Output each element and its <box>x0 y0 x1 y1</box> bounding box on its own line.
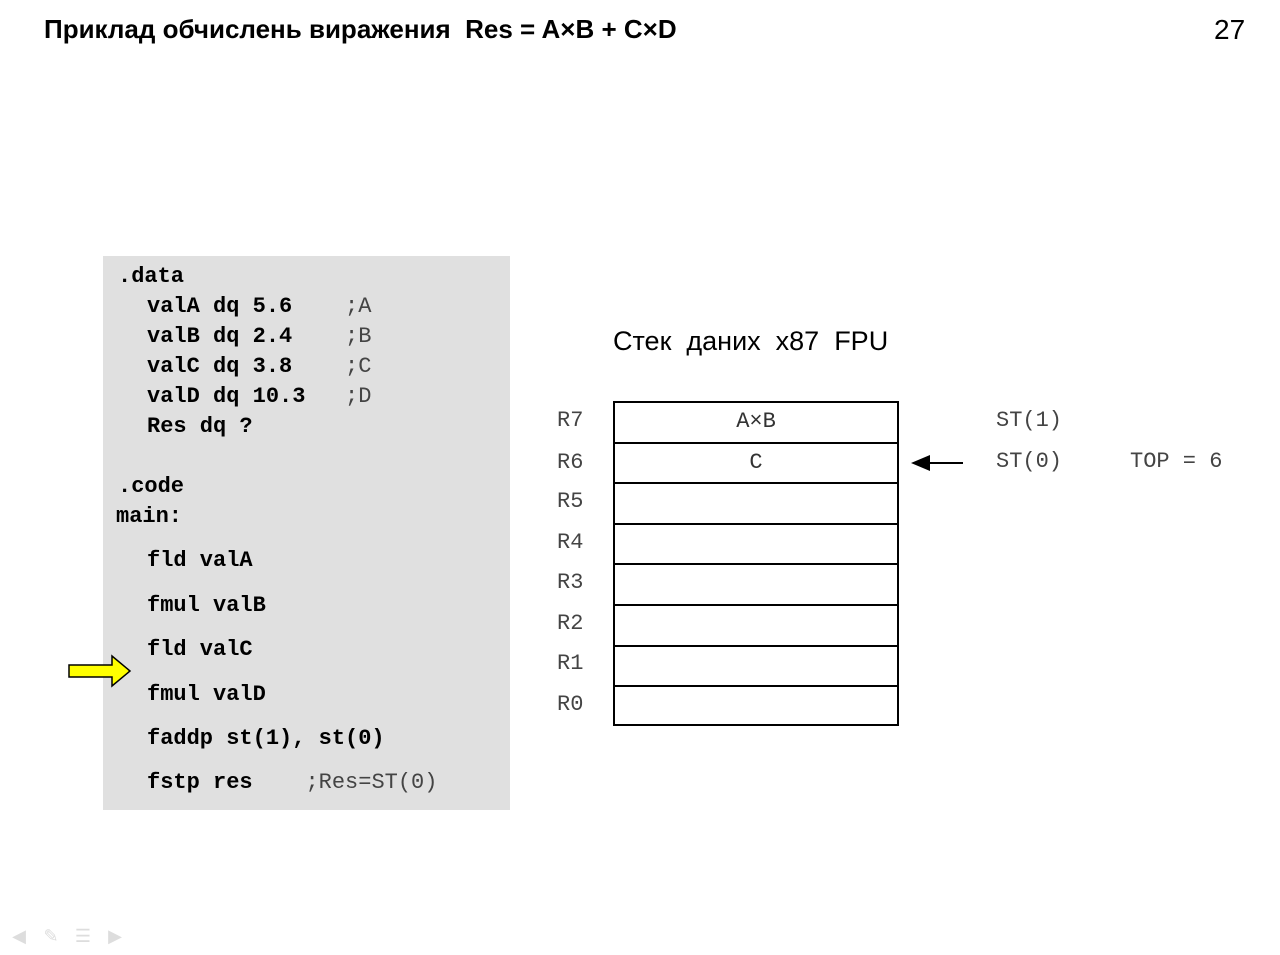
register-label: R5 <box>557 489 583 514</box>
top-pointer-arrow-icon <box>910 451 966 475</box>
slide-nav: ◀ ✎ ☰ ▶ <box>6 926 128 946</box>
register-label: R0 <box>557 692 583 717</box>
back-icon[interactable]: ◀ <box>6 926 32 946</box>
code-line: faddp st(1), st(0) <box>147 726 385 752</box>
code-line: valC dq 3.8 ;C <box>147 354 371 380</box>
st1-label: ST(1) <box>996 408 1062 433</box>
slide-title: Приклад обчислень виражения Res = A×B + … <box>44 14 677 45</box>
stack-cell-r0 <box>615 687 897 728</box>
fpu-stack: A×B C <box>613 401 899 726</box>
code-line: fld valC <box>147 637 253 663</box>
register-label: R4 <box>557 530 583 555</box>
code-line: fstp res ;Res=ST(0) <box>147 770 437 796</box>
stack-cell-r1 <box>615 647 897 688</box>
register-label: R3 <box>557 570 583 595</box>
code-panel: .data valA dq 5.6 ;A valB dq 2.4 ;B valC… <box>103 256 510 810</box>
top-value-label: TOP = 6 <box>1130 449 1222 474</box>
stack-cell-r3 <box>615 565 897 606</box>
stack-cell-r5 <box>615 484 897 525</box>
code-line: Res dq ? <box>147 414 253 440</box>
current-instruction-arrow-icon <box>68 654 132 688</box>
code-line-current: fmul valD <box>147 682 266 708</box>
menu-icon[interactable]: ☰ <box>70 926 96 946</box>
register-label: R2 <box>557 611 583 636</box>
page-number: 27 <box>1214 14 1245 46</box>
stack-cell-r2 <box>615 606 897 647</box>
stack-cell-r6: C <box>615 444 897 485</box>
register-label: R1 <box>557 651 583 676</box>
stack-title: Стек даних x87 FPU <box>613 326 888 357</box>
main-label: main: <box>116 504 182 530</box>
forward-icon[interactable]: ▶ <box>102 926 128 946</box>
register-label: R6 <box>557 450 583 475</box>
stack-cell-r4 <box>615 525 897 566</box>
stack-cell-r7: A×B <box>615 403 897 444</box>
st0-label: ST(0) <box>996 449 1062 474</box>
pen-icon[interactable]: ✎ <box>38 926 64 946</box>
register-label: R7 <box>557 408 583 433</box>
code-line: fld valA <box>147 548 253 574</box>
data-section-label: .data <box>118 264 184 290</box>
code-line: valA dq 5.6 ;A <box>147 294 371 320</box>
code-line: valD dq 10.3 ;D <box>147 384 371 410</box>
code-line: valB dq 2.4 ;B <box>147 324 371 350</box>
code-section-label: .code <box>118 474 184 500</box>
code-line: fmul valB <box>147 593 266 619</box>
